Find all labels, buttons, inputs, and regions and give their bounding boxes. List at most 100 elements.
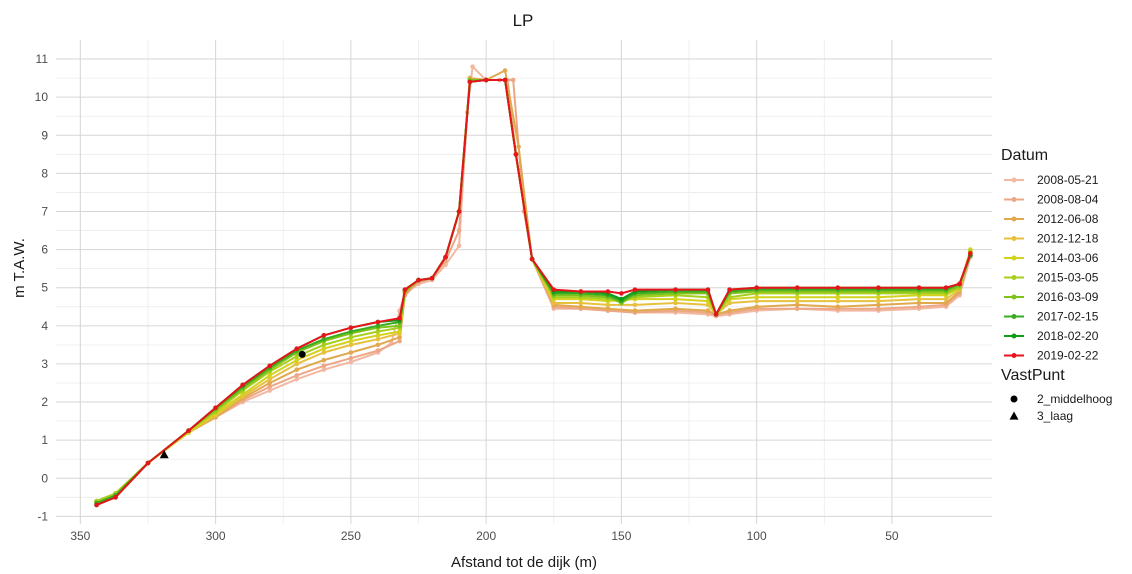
data-point [754,285,759,291]
y-tick-label: 10 [35,90,49,104]
data-point [754,304,759,310]
data-point [578,289,584,294]
data-point [348,355,354,361]
data-point [456,209,462,214]
data-point [375,323,381,329]
data-point [578,304,584,310]
series-2012-06-08 [94,68,973,504]
legend-circle-symbol [1010,395,1018,403]
data-point [470,64,475,69]
data-point [94,502,99,508]
data-point [916,285,922,291]
x-tick-label: 350 [70,529,90,543]
data-point [375,329,381,334]
legend-label: 2014-03-06 [1037,251,1099,265]
chart-title: LP [513,11,534,30]
legend-label: 2_middelhoog [1037,392,1112,406]
data-point [483,77,489,83]
data-point [632,308,638,313]
series-2016-03-09 [94,77,973,506]
data-point [348,325,354,331]
data-point [321,346,327,351]
x-tick-label: 300 [206,529,226,543]
data-point [876,285,881,291]
data-point [551,300,557,306]
data-point [375,348,381,353]
legend-swatch-dot [1011,197,1017,202]
data-point [551,287,557,292]
legend-label: 2012-06-08 [1037,212,1099,226]
legend-label: 2012-12-18 [1037,232,1099,246]
data-point [375,319,381,325]
data-point [516,144,521,150]
data-point [294,373,300,378]
data-point [632,287,638,292]
data-point [835,304,841,310]
data-point [321,342,327,348]
data-point [578,300,584,306]
data-point [397,334,402,340]
legend-shape-3_laag: 3_laag [1009,409,1073,423]
data-point [727,308,732,313]
data-point [605,306,611,311]
legend-item-2016-03-09: 2016-03-09 [1004,290,1099,304]
data-point [240,382,245,388]
data-point [240,392,245,397]
legend-title-vastpunt: VastPunt [1001,367,1065,384]
legend-swatch-dot [1011,333,1017,339]
legend-swatch-dot [1011,177,1017,183]
data-point [794,298,800,304]
y-tick-label: 6 [41,243,48,257]
data-point [294,361,300,367]
data-point [186,428,191,433]
data-point [794,302,800,308]
y-tick-label: 2 [41,395,48,409]
data-point [213,405,218,411]
legend-label: 2016-03-09 [1037,290,1099,304]
x-tick-label: 100 [747,529,767,543]
data-point [467,79,473,85]
y-tick-label: 5 [41,281,48,295]
data-point [754,294,759,300]
data-point [375,342,381,348]
data-point [510,77,516,83]
data-point [321,333,327,338]
grid [56,40,992,524]
data-point [916,300,922,306]
data-point [397,323,402,329]
data-point [835,285,841,291]
data-point [605,289,611,294]
data-point [456,243,462,249]
data-point [943,285,949,291]
data-point [267,380,273,386]
data-point [348,334,354,340]
data-point [321,350,327,355]
data-point [713,312,719,317]
data-point [294,357,300,363]
data-point [113,495,118,500]
data-point [267,388,273,393]
data-point [673,287,678,292]
data-point [416,277,421,283]
data-point [957,281,962,287]
data-point [876,298,881,304]
vastpunt-marker-2_middelhoog [298,350,306,358]
legend-label: 2017-02-15 [1037,310,1099,324]
y-tick-label: 3 [41,357,48,371]
data-point [348,342,354,348]
data-point [456,228,462,233]
y-axis-label: m T.A.W. [11,238,28,298]
data-point [294,354,300,359]
legend-label: 2019-02-22 [1037,349,1099,363]
legend-swatch-dot [1011,353,1017,358]
data-point [619,291,624,296]
data-point [429,275,435,281]
legend-swatch-dot [1011,255,1017,261]
legend-shape-items: 2_middelhoog 3_laag [1009,392,1112,423]
data-point [794,294,800,300]
x-tick-label: 50 [885,529,899,543]
legend-item-2008-05-21: 2008-05-21 [1004,173,1099,187]
data-point [835,294,841,300]
data-point [375,333,381,338]
